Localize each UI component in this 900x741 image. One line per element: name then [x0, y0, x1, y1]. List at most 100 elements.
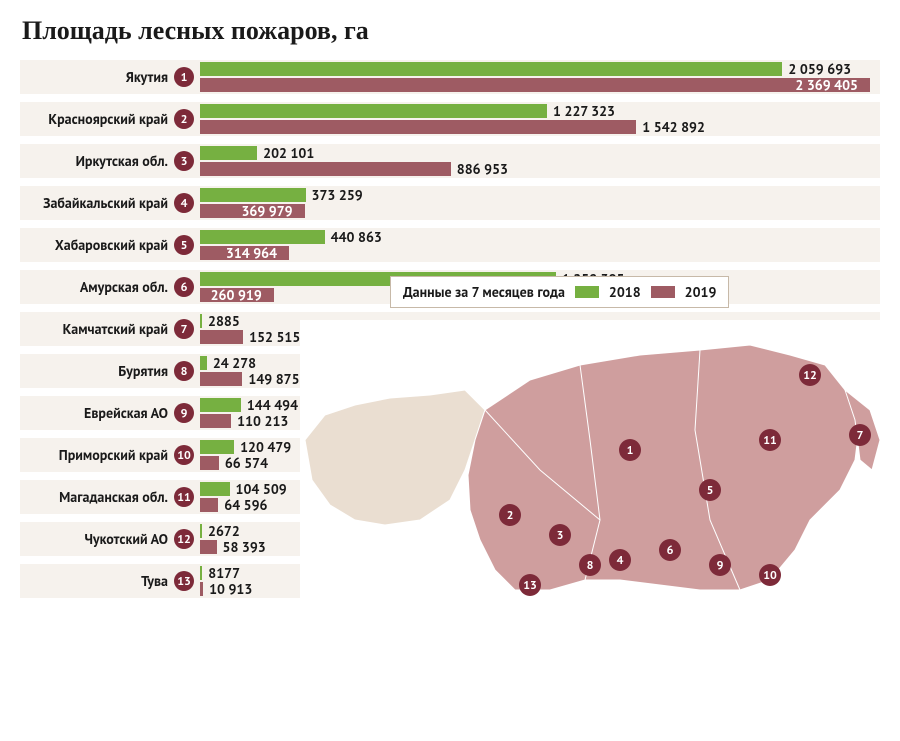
bars: 2 059 6932 369 405: [200, 60, 900, 94]
rank-marker: 4: [174, 193, 194, 213]
map-marker: 10: [759, 564, 781, 586]
rank-marker: 6: [174, 277, 194, 297]
bar-fill: [200, 356, 207, 370]
bar-fill: [200, 188, 306, 202]
bar-2018: 2 059 693: [200, 62, 900, 76]
bars: 373 259 369 979: [200, 186, 880, 220]
row-label: Якутия: [126, 68, 168, 86]
bar-fill: [200, 498, 218, 512]
rank-marker: 1: [174, 67, 194, 87]
map-marker: 1: [619, 439, 641, 461]
bar-2019: 314 964: [200, 246, 880, 260]
bar-fill: [200, 314, 202, 328]
row-label-wrap: Тува13: [20, 564, 200, 598]
row-label-wrap: Хабаровский край5: [20, 228, 200, 262]
map-marker: 7: [849, 424, 871, 446]
bar-fill: [200, 146, 257, 160]
rank-marker: 7: [174, 319, 194, 339]
russia-map: 12345678910111213: [300, 320, 890, 620]
bar-2019: 369 979: [200, 204, 880, 218]
map-marker: 13: [519, 574, 541, 596]
bar-value: 314 964: [226, 244, 283, 262]
bar-fill: [200, 330, 243, 344]
bar-value: 149 875: [248, 370, 299, 388]
bar-value: 886 953: [457, 160, 508, 178]
map-marker: 3: [549, 524, 571, 546]
map-marker: 9: [709, 554, 731, 576]
row-label: Иркутская обл.: [76, 152, 168, 170]
bar-value: 373 259: [312, 186, 363, 204]
legend-swatch-2019: [651, 286, 675, 298]
bar-fill: [200, 482, 230, 496]
row-label: Тува: [141, 572, 168, 590]
row-label-wrap: Забайкальский край4: [20, 186, 200, 220]
rank-marker: 5: [174, 235, 194, 255]
map-region-west: [305, 390, 485, 525]
row-label-wrap: Бурятия8: [20, 354, 200, 388]
legend: Данные за 7 месяцев года 2018 2019: [390, 276, 729, 308]
rank-marker: 12: [174, 529, 194, 549]
bar-fill: [200, 78, 870, 92]
bar-fill: [200, 120, 636, 134]
bar-value: 64 596: [224, 496, 267, 514]
bar-value: 369 979: [241, 202, 298, 220]
bar-value: 440 863: [331, 228, 382, 246]
row-label: Чукотский АО: [84, 530, 168, 548]
row-label-wrap: Еврейская АО 9: [20, 396, 200, 430]
bar-value: 1 542 892: [642, 118, 705, 136]
rank-marker: 3: [174, 151, 194, 171]
map-marker: 4: [609, 549, 631, 571]
chart-row: Иркутская обл. 3 202 101 886 953: [20, 144, 880, 178]
row-label: Магаданская обл.: [59, 488, 168, 506]
row-label-wrap: Приморский край 10: [20, 438, 200, 472]
bar-fill: [200, 162, 451, 176]
row-label: Камчатский край: [63, 320, 168, 338]
legend-caption: Данные за 7 месяцев года: [403, 283, 565, 301]
rank-marker: 8: [174, 361, 194, 381]
row-label-wrap: Красноярский край 2: [20, 102, 200, 136]
bar-fill: [200, 540, 217, 554]
russia-map-svg: [300, 320, 890, 620]
row-label: Приморский край: [59, 446, 168, 464]
bar-fill: [200, 372, 242, 386]
bar-value: 58 393: [223, 538, 266, 556]
legend-label-2018: 2018: [609, 283, 641, 301]
map-marker: 11: [759, 429, 781, 451]
bar-2019: 2 369 405: [200, 78, 900, 92]
bar-value: 2 369 405: [795, 76, 864, 94]
bar-value: 1 227 323: [553, 102, 615, 120]
bars: 1 227 323 1 542 892: [200, 102, 880, 136]
bar-2019: 886 953: [200, 162, 880, 176]
legend-swatch-2018: [575, 286, 599, 298]
row-label-wrap: Иркутская обл. 3: [20, 144, 200, 178]
rank-marker: 2: [174, 109, 194, 129]
bar-fill: [200, 582, 203, 596]
bar-value: 202 101: [263, 144, 314, 162]
rank-marker: 10: [174, 445, 194, 465]
row-label-wrap: Амурская обл.6: [20, 270, 200, 304]
row-label-wrap: Камчатский край 7: [20, 312, 200, 346]
bar-2018: 1 227 323: [200, 104, 880, 118]
map-marker: 8: [579, 554, 601, 576]
bars: 202 101 886 953: [200, 144, 880, 178]
chart-row: Забайкальский край4 373 259 369 979: [20, 186, 880, 220]
bar-value: 110 213: [237, 412, 288, 430]
bars: 440 863 314 964: [200, 228, 880, 262]
map-marker: 2: [499, 504, 521, 526]
chart-row: Красноярский край 2 1 227 323 1 542 892: [20, 102, 880, 136]
bar-2018: 373 259: [200, 188, 880, 202]
bar-fill: [200, 566, 202, 580]
bar-value: 2885: [208, 312, 240, 330]
bar-fill: [200, 414, 231, 428]
bar-value: 66 574: [225, 454, 268, 472]
rank-marker: 9: [174, 403, 194, 423]
bar-fill: [200, 62, 782, 76]
bar-2018: 440 863: [200, 230, 880, 244]
row-label-wrap: Магаданская обл. 11: [20, 480, 200, 514]
row-label: Еврейская АО: [84, 404, 168, 422]
row-label: Красноярский край: [48, 110, 168, 128]
bar-fill: [200, 230, 325, 244]
chart-row: Якутия12 059 6932 369 405: [20, 60, 880, 94]
bar-2019: 1 542 892: [200, 120, 880, 134]
rank-marker: 11: [174, 487, 194, 507]
